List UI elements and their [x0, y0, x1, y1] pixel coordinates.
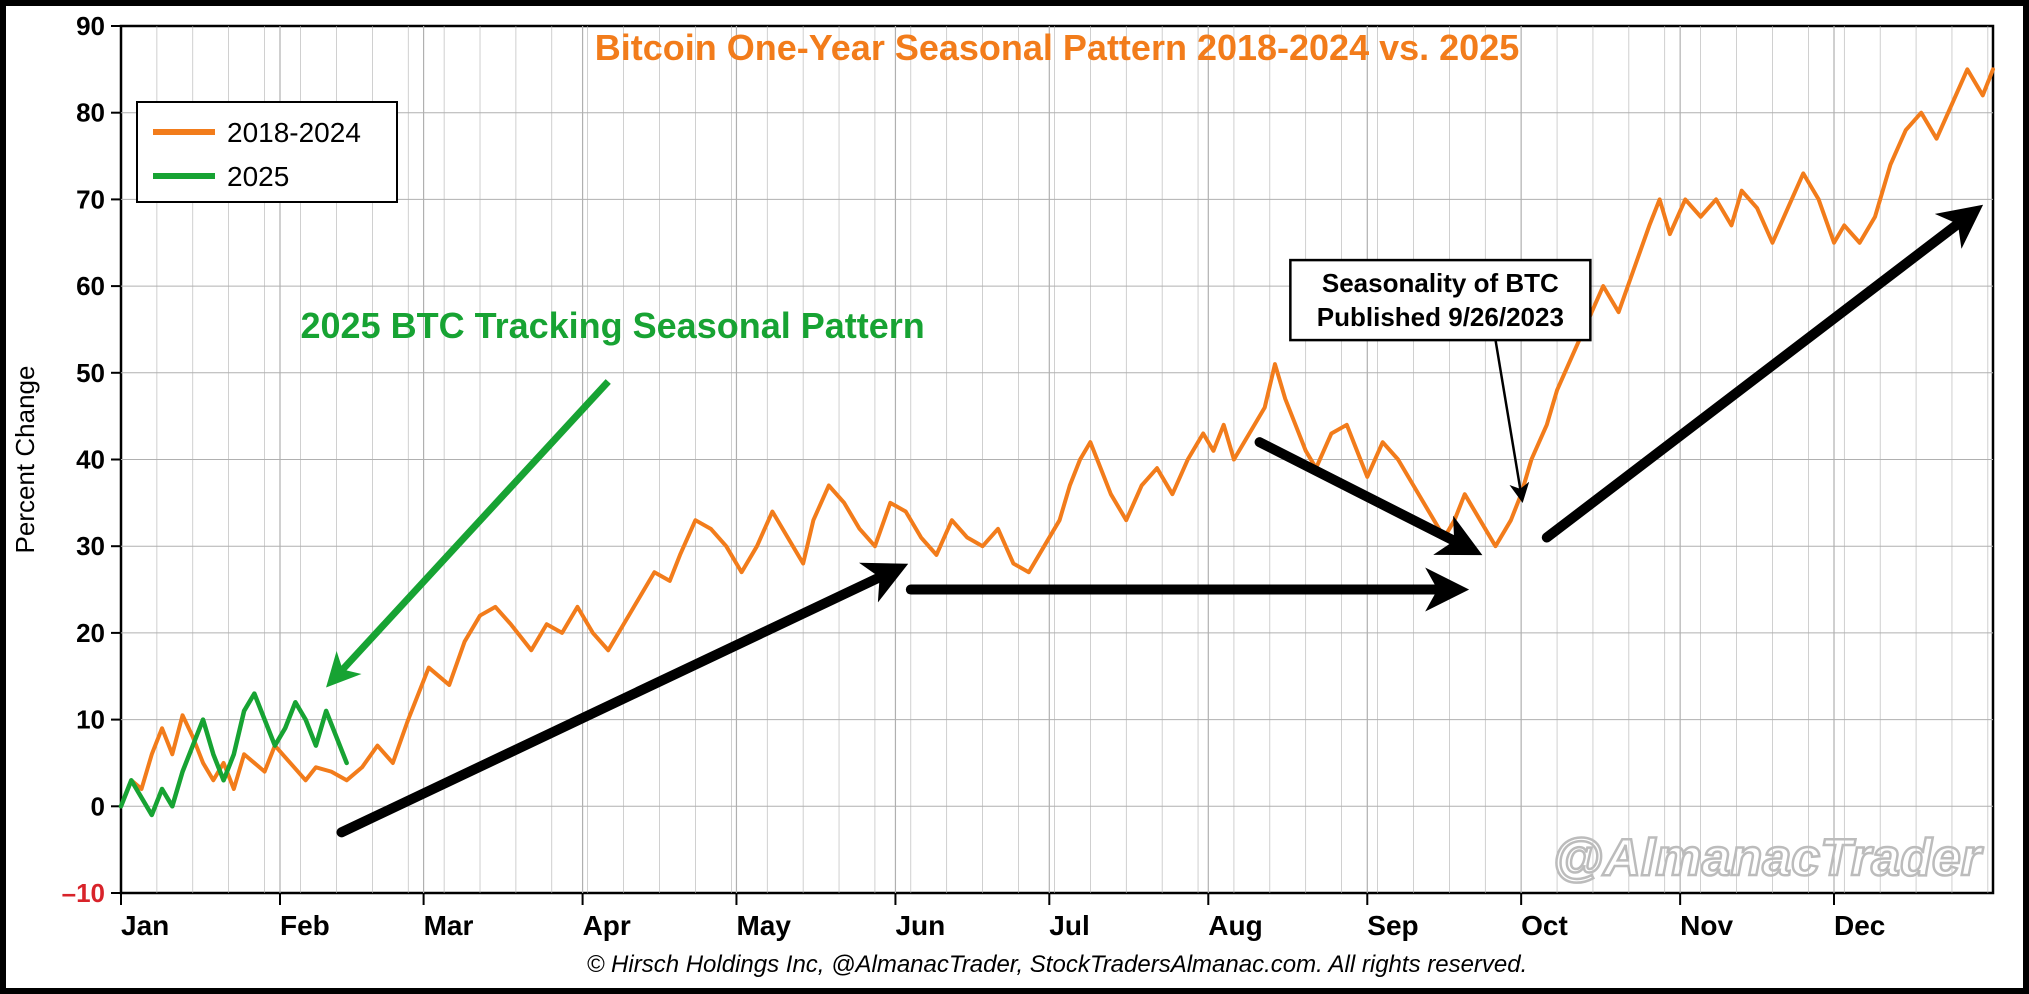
annotation-box-line: Published 9/26/2023	[1317, 302, 1564, 332]
xtick-label: Mar	[424, 910, 474, 941]
xtick-label: Jan	[121, 910, 169, 941]
copyright: © Hirsch Holdings Inc, @AlmanacTrader, S…	[587, 951, 1528, 978]
ytick-label: 60	[76, 271, 105, 301]
xtick-label: Jun	[895, 910, 945, 941]
xtick-label: May	[736, 910, 791, 941]
chart-frame: –10 0 10 20 30 40 50 60 70 80 90 Percent Change Jan F…	[0, 0, 2029, 994]
chart-svg: –10 0 10 20 30 40 50 60 70 80 90 Percent Change Jan F…	[6, 6, 2023, 988]
watermark: @AlmanacTrader	[1553, 829, 1984, 887]
y-axis-label: Percent Change	[10, 366, 40, 554]
xtick-label: Nov	[1680, 910, 1733, 941]
ytick-label: 30	[76, 531, 105, 561]
xtick-label: Oct	[1521, 910, 1568, 941]
legend-label: 2025	[227, 161, 289, 192]
ytick-label: 50	[76, 358, 105, 388]
ytick-label: 40	[76, 445, 105, 475]
xtick-label: Aug	[1208, 910, 1262, 941]
ytick-label: 20	[76, 618, 105, 648]
xtick-label: Jul	[1049, 910, 1089, 941]
ytick-label: 0	[91, 791, 105, 821]
xtick-label: Feb	[280, 910, 330, 941]
ytick-label: 10	[76, 705, 105, 735]
xtick-label: Dec	[1834, 910, 1885, 941]
ytick-label: 80	[76, 98, 105, 128]
annotation-box-line: Seasonality of BTC	[1322, 268, 1559, 298]
chart-title: Bitcoin One-Year Seasonal Pattern 2018-2…	[595, 27, 1520, 68]
ytick-label: 70	[76, 184, 105, 214]
ytick-label: –10	[62, 878, 105, 908]
xtick-label: Sep	[1367, 910, 1418, 941]
annotation-tracking: 2025 BTC Tracking Seasonal Pattern	[301, 305, 925, 346]
ytick-label: 90	[76, 11, 105, 41]
legend-label: 2018-2024	[227, 117, 361, 148]
xtick-label: Apr	[583, 910, 631, 941]
